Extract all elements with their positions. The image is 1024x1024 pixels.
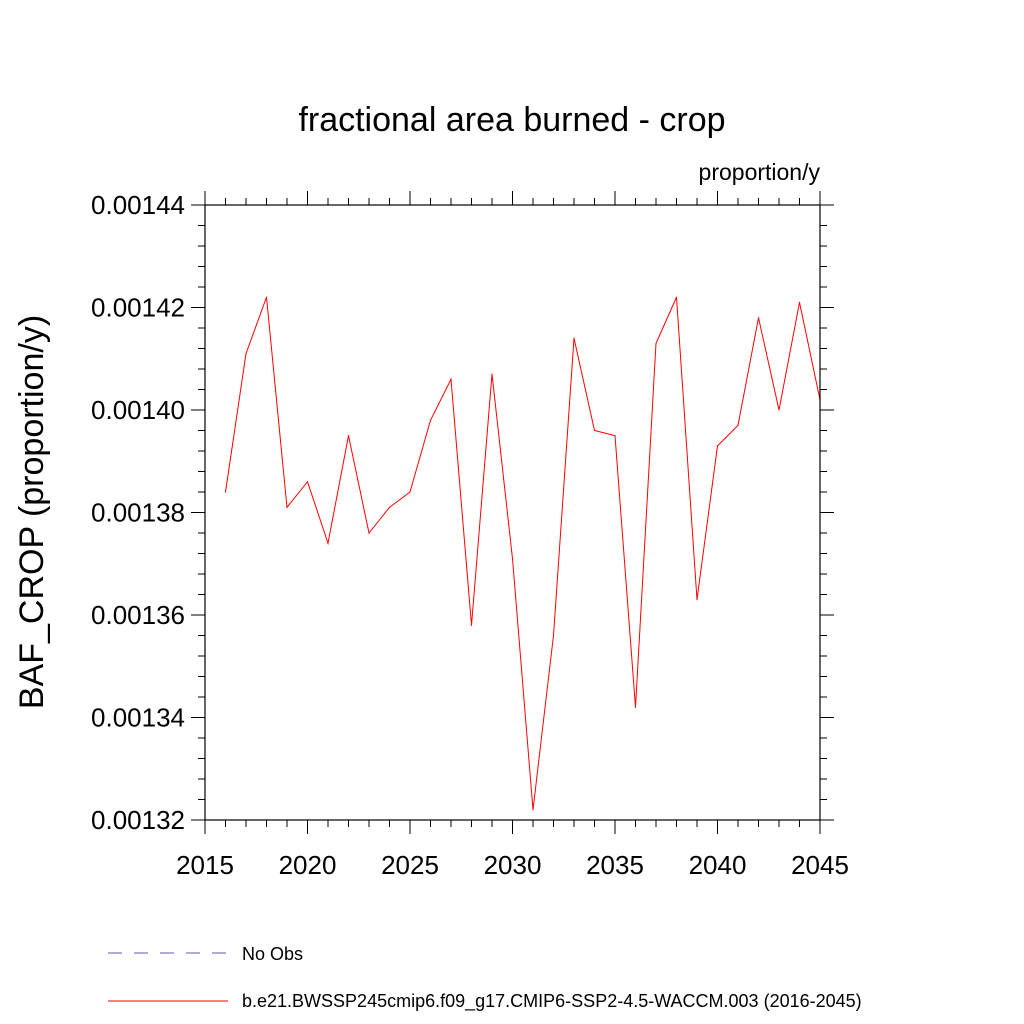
data-point <box>675 296 678 298</box>
data-point <box>491 373 493 375</box>
data-point <box>634 706 637 708</box>
tick-marks <box>191 191 834 834</box>
data-point <box>347 435 350 437</box>
legend-model-label: b.e21.BWSSP245cmip6.f09_g17.CMIP6-SSP2-4… <box>242 991 862 1012</box>
data-point <box>245 353 247 355</box>
y-tick-label: 0.00132 <box>91 805 185 835</box>
x-tick-label: 2025 <box>381 850 439 880</box>
x-tick-label: 2020 <box>279 850 337 880</box>
data-point <box>368 532 370 534</box>
data-point <box>327 542 329 544</box>
y-axis-label: BAF_CROP (proportion/y) <box>13 315 51 709</box>
data-point <box>388 506 391 508</box>
x-tick-label: 2045 <box>791 850 849 880</box>
y-tick-label: 0.00142 <box>91 293 185 323</box>
data-point <box>593 429 596 432</box>
legend: No Obs b.e21.BWSSP245cmip6.f09_g17.CMIP6… <box>108 944 862 1012</box>
series-line <box>225 297 821 810</box>
x-tick-label: 2015 <box>176 850 234 880</box>
data-point <box>409 491 411 493</box>
x-tick-label: 2030 <box>484 850 542 880</box>
data-point <box>511 558 514 560</box>
data-point <box>306 481 309 483</box>
x-tick-label: 2040 <box>689 850 747 880</box>
data-point <box>573 337 575 339</box>
tick-labels: 2015 2020 2025 2030 2035 2040 2045 0.00132 0.001… <box>91 190 849 880</box>
legend-no-obs-label: No Obs <box>242 944 303 964</box>
series-layer <box>224 296 821 811</box>
units-label: proportion/y <box>699 159 821 185</box>
data-point <box>552 634 555 637</box>
y-tick-label: 0.00136 <box>91 600 185 630</box>
data-point <box>737 424 739 426</box>
y-tick-label: 0.00140 <box>91 395 185 425</box>
data-point <box>655 342 657 344</box>
y-tick-label: 0.00138 <box>91 498 185 528</box>
plot-frame <box>204 204 821 821</box>
data-point <box>470 624 473 626</box>
data-point <box>696 599 698 601</box>
data-point <box>757 317 760 319</box>
data-point <box>614 435 616 437</box>
data-point <box>778 409 780 411</box>
data-point <box>450 378 452 380</box>
data-point <box>286 506 288 508</box>
data-point <box>429 419 432 421</box>
data-point <box>532 809 534 811</box>
chart-title: fractional area burned - crop <box>298 101 725 139</box>
data-point <box>716 445 719 447</box>
data-point <box>798 301 801 303</box>
data-point <box>224 491 227 493</box>
data-point <box>265 296 268 298</box>
y-tick-label: 0.00134 <box>91 703 185 733</box>
x-tick-label: 2035 <box>586 850 644 880</box>
y-tick-label: 0.00144 <box>91 190 185 220</box>
